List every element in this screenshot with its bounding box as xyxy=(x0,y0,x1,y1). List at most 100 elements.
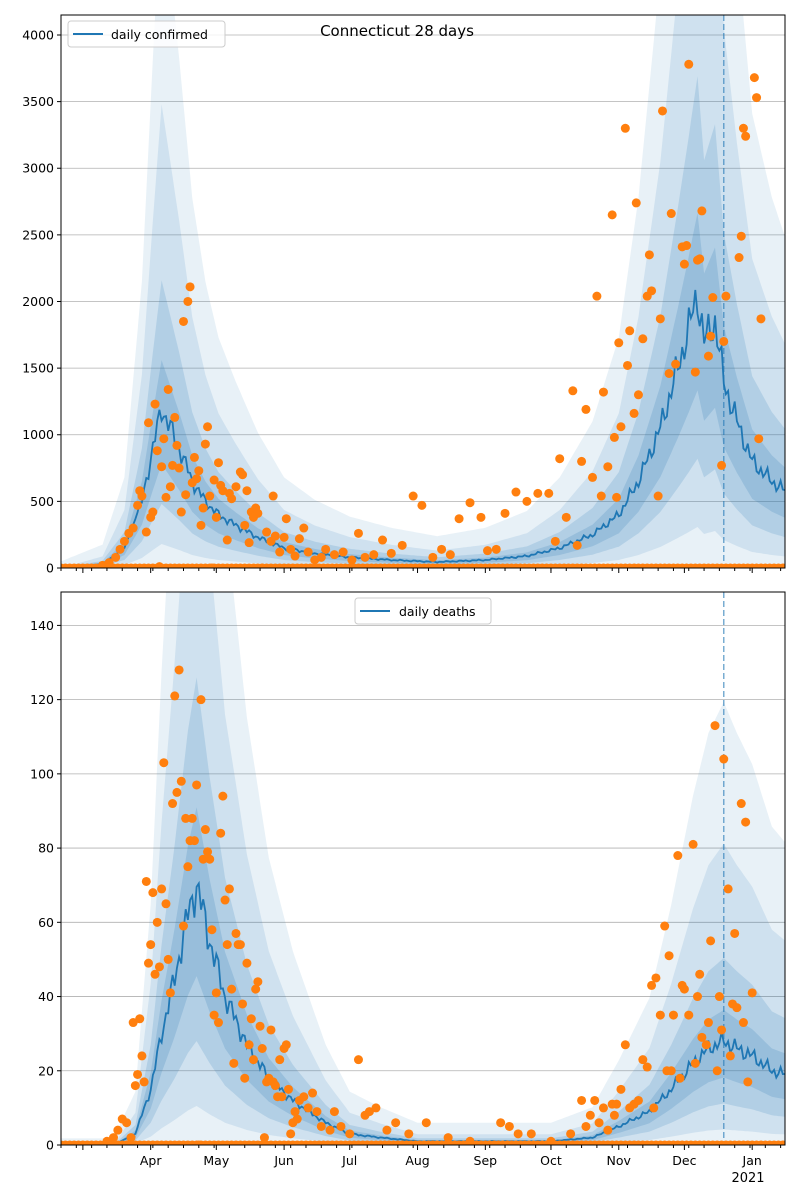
data-point xyxy=(743,1077,753,1087)
data-point xyxy=(159,434,169,444)
data-point xyxy=(229,1058,239,1068)
data-point xyxy=(115,544,125,554)
data-point xyxy=(220,895,230,905)
data-point xyxy=(283,1084,293,1094)
data-point xyxy=(270,531,280,541)
data-point xyxy=(321,544,331,554)
y-tick-label: 20 xyxy=(38,1063,54,1078)
chart-title: Connecticut 28 days xyxy=(320,22,474,40)
observed-points xyxy=(61,665,785,1145)
data-point xyxy=(290,1107,300,1117)
x-tick-label: Jul xyxy=(341,1153,357,1168)
data-point xyxy=(128,523,138,533)
data-point xyxy=(240,520,250,530)
data-point xyxy=(183,862,193,872)
data-point xyxy=(642,1062,652,1072)
data-point xyxy=(588,472,598,482)
data-point xyxy=(281,1040,291,1050)
data-point xyxy=(513,1129,523,1139)
data-point xyxy=(749,73,759,83)
data-point xyxy=(308,1088,318,1098)
data-point xyxy=(719,336,729,346)
data-point xyxy=(143,418,153,428)
observed-points xyxy=(61,59,785,568)
data-point xyxy=(741,131,751,141)
data-point xyxy=(566,1129,576,1139)
x-tick-label: Dec xyxy=(672,1153,696,1168)
data-point xyxy=(633,1095,643,1105)
deaths-legend: daily deaths xyxy=(354,597,492,625)
data-point xyxy=(378,535,388,545)
data-point xyxy=(189,836,199,846)
data-point xyxy=(203,847,213,857)
data-point xyxy=(695,254,705,264)
data-point xyxy=(133,500,143,510)
data-point xyxy=(612,492,622,502)
x-tick-label: Apr xyxy=(140,1153,162,1168)
data-point xyxy=(207,563,217,568)
legend-box xyxy=(354,597,492,625)
data-point xyxy=(684,1010,694,1020)
legend-box xyxy=(67,20,226,48)
data-point xyxy=(660,921,670,931)
data-point xyxy=(336,1121,346,1131)
x-year-label: 2021 xyxy=(731,1171,764,1186)
data-point xyxy=(207,925,217,935)
zero-point xyxy=(778,563,785,568)
data-point xyxy=(736,231,746,241)
data-point xyxy=(143,958,153,968)
data-point xyxy=(303,547,313,557)
data-point xyxy=(137,1051,147,1061)
legend-label: daily confirmed xyxy=(111,27,208,42)
data-point xyxy=(603,462,613,472)
data-point xyxy=(496,1118,506,1128)
data-point xyxy=(266,1025,276,1035)
data-point xyxy=(183,296,193,306)
data-point xyxy=(216,828,226,838)
data-point xyxy=(255,1021,265,1031)
uncertainty-band xyxy=(61,15,785,568)
y-tick-label: 3000 xyxy=(22,161,54,176)
data-point xyxy=(211,988,221,998)
data-point xyxy=(522,496,532,506)
data-point xyxy=(633,390,643,400)
y-tick-label: 100 xyxy=(30,766,54,781)
data-point xyxy=(281,514,291,524)
data-point xyxy=(693,992,703,1002)
data-point xyxy=(644,250,654,260)
deaths-panel: 2021 0 20 40 60 80 100 120 140 Apr May Jun Jul Aug Se… xyxy=(30,591,786,1186)
data-point xyxy=(454,514,464,524)
data-point xyxy=(205,491,215,501)
x-tick-label: Sep xyxy=(474,1153,498,1168)
data-point xyxy=(209,1010,219,1020)
y-tick-label: 1500 xyxy=(22,361,54,376)
data-point xyxy=(756,314,766,324)
confirmed-panel: 0 500 1000 1500 2000 2500 3000 3500 4000 daily c… xyxy=(22,14,786,576)
data-point xyxy=(730,928,740,938)
data-point xyxy=(598,1103,608,1113)
data-point xyxy=(664,368,674,378)
data-point xyxy=(754,434,764,444)
data-point xyxy=(152,917,162,927)
data-point xyxy=(511,487,521,497)
data-point xyxy=(157,462,167,472)
y-tick-label: 140 xyxy=(30,618,54,633)
data-point xyxy=(139,1077,149,1087)
data-point xyxy=(443,1133,453,1143)
data-point xyxy=(616,422,626,432)
x-tick-label: Jun xyxy=(273,1153,294,1168)
data-point xyxy=(708,292,718,302)
data-point xyxy=(146,940,156,950)
data-point xyxy=(154,962,164,972)
data-point xyxy=(697,1032,707,1042)
data-point xyxy=(561,512,571,522)
data-point xyxy=(712,1066,722,1076)
data-point xyxy=(594,1118,604,1128)
x-axis xyxy=(60,568,782,573)
data-point xyxy=(738,1018,748,1028)
data-point xyxy=(577,1095,587,1105)
data-point xyxy=(397,540,407,550)
data-point xyxy=(612,1099,622,1109)
zero-point xyxy=(778,1140,785,1145)
data-point xyxy=(568,386,578,396)
